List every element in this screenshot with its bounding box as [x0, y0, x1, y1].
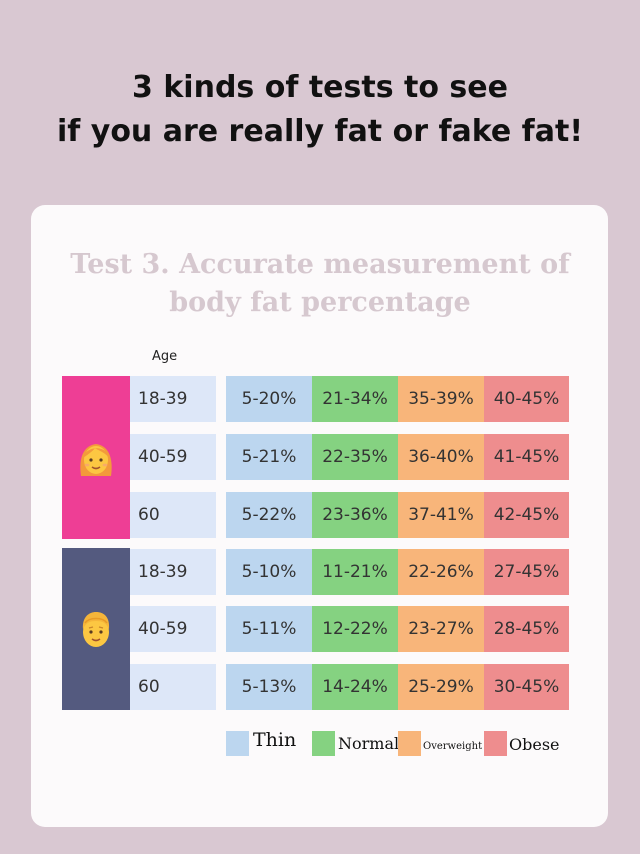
woman-face-icon [75, 436, 117, 480]
age-cell: 40-59 [130, 434, 216, 480]
age-column-header: Age [152, 349, 178, 364]
normal-cell: 22-35% [312, 434, 398, 480]
age-cell: 18-39 [130, 549, 216, 595]
obese-cell: 40-45% [484, 376, 569, 422]
headline-line-2: if you are really fat or fake fat! [56, 114, 583, 149]
normal-cell: 14-24% [312, 664, 398, 710]
legend-overweight-label: Overweight [423, 741, 483, 752]
male-group-block [62, 548, 130, 710]
obese-cell: 30-45% [484, 664, 569, 710]
overweight-cell: 25-29% [398, 664, 484, 710]
female-group-block [62, 376, 130, 539]
age-cell: 18-39 [130, 376, 216, 422]
normal-cell: 23-36% [312, 492, 398, 538]
thin-cell: 5-21% [226, 434, 312, 480]
legend-thin-swatch [226, 731, 249, 756]
overweight-cell: 35-39% [398, 376, 484, 422]
age-cell: 60 [130, 492, 216, 538]
thin-cell: 5-20% [226, 376, 312, 422]
overweight-cell: 22-26% [398, 549, 484, 595]
legend-overweight-swatch [398, 731, 421, 756]
obese-cell: 41-45% [484, 434, 569, 480]
legend-obese-label: Obese [509, 735, 560, 754]
legend-normal-swatch [312, 731, 335, 756]
overweight-cell: 37-41% [398, 492, 484, 538]
normal-cell: 12-22% [312, 606, 398, 652]
overweight-cell: 36-40% [398, 434, 484, 480]
overweight-cell: 23-27% [398, 606, 484, 652]
normal-cell: 11-21% [312, 549, 398, 595]
man-face-icon [75, 607, 117, 651]
legend-normal-label: Normal [338, 734, 400, 753]
card-title: Test 3. Accurate measurement of body fat… [0, 246, 640, 322]
normal-cell: 21-34% [312, 376, 398, 422]
card-title-line-1: Test 3. Accurate measurement of [70, 249, 570, 280]
card-title-line-2: body fat percentage [169, 287, 471, 318]
thin-cell: 5-11% [226, 606, 312, 652]
thin-cell: 5-13% [226, 664, 312, 710]
headline: 3 kinds of tests to see if you are reall… [0, 66, 640, 154]
age-cell: 60 [130, 664, 216, 710]
obese-cell: 28-45% [484, 606, 569, 652]
headline-line-1: 3 kinds of tests to see [132, 70, 508, 105]
obese-cell: 42-45% [484, 492, 569, 538]
legend-obese-swatch [484, 731, 507, 756]
legend-thin-label: Thin [253, 729, 297, 751]
thin-cell: 5-10% [226, 549, 312, 595]
obese-cell: 27-45% [484, 549, 569, 595]
thin-cell: 5-22% [226, 492, 312, 538]
age-cell: 40-59 [130, 606, 216, 652]
